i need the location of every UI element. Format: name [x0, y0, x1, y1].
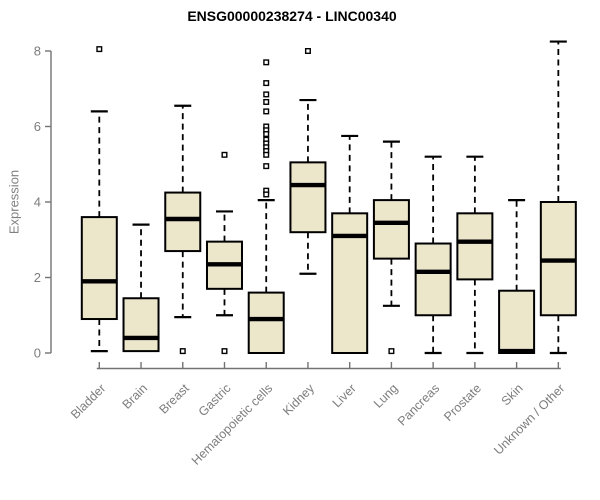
box-prostate	[456, 212, 494, 281]
y-tick-label: 4	[34, 195, 41, 210]
outlier-gastric	[221, 151, 228, 158]
x-tick-label-pancreas: Pancreas	[395, 381, 442, 428]
x-tick-label-bladder: Bladder	[68, 381, 108, 421]
x-tick-label-prostate: Prostate	[441, 381, 484, 424]
outlier-kidney	[304, 48, 311, 55]
y-tick-label: 2	[34, 270, 41, 285]
outlier-hematopoietic-cells	[263, 151, 270, 158]
outlier-hematopoietic-cells	[263, 131, 270, 138]
x-tick-label-unknown-other: Unknown / Other	[491, 381, 567, 457]
box-bladder	[80, 216, 118, 321]
x-tick-label-breast: Breast	[156, 381, 192, 417]
box-brain	[122, 297, 160, 353]
outlier-bladder	[96, 46, 103, 53]
outlier-hematopoietic-cells	[263, 191, 270, 198]
x-tick-label-liver: Liver	[330, 381, 359, 410]
box-skin	[498, 289, 536, 354]
outlier-hematopoietic-cells	[263, 91, 270, 98]
box-hematopoietic-cells	[247, 291, 285, 355]
x-tick-label-lung: Lung	[371, 381, 401, 411]
box-kidney	[289, 161, 327, 234]
y-tick-label: 6	[34, 119, 41, 134]
box-breast	[164, 191, 202, 253]
chart-title: ENSG00000238274 - LINC00340	[187, 8, 397, 24]
x-tick-label-kidney: Kidney	[280, 381, 317, 418]
box-lung	[372, 199, 410, 260]
outlier-hematopoietic-cells	[263, 98, 270, 105]
y-tick-label: 8	[34, 44, 41, 59]
x-tick-label-brain: Brain	[120, 381, 151, 412]
outlier-hematopoietic-cells	[263, 163, 270, 170]
outlier-breast	[179, 348, 186, 355]
outlier-hematopoietic-cells	[263, 108, 270, 115]
outlier-hematopoietic-cells	[263, 59, 270, 66]
box-pancreas	[414, 242, 452, 317]
outlier-hematopoietic-cells	[263, 80, 270, 87]
y-tick-label: 0	[34, 346, 41, 361]
outlier-lung	[388, 348, 395, 355]
x-tick-label-skin: Skin	[499, 381, 526, 408]
x-tick-label-hematopoietic-cells: Hematopoietic cells	[189, 381, 276, 468]
x-tick-label-gastric: Gastric	[196, 381, 234, 419]
outlier-gastric	[221, 348, 228, 355]
